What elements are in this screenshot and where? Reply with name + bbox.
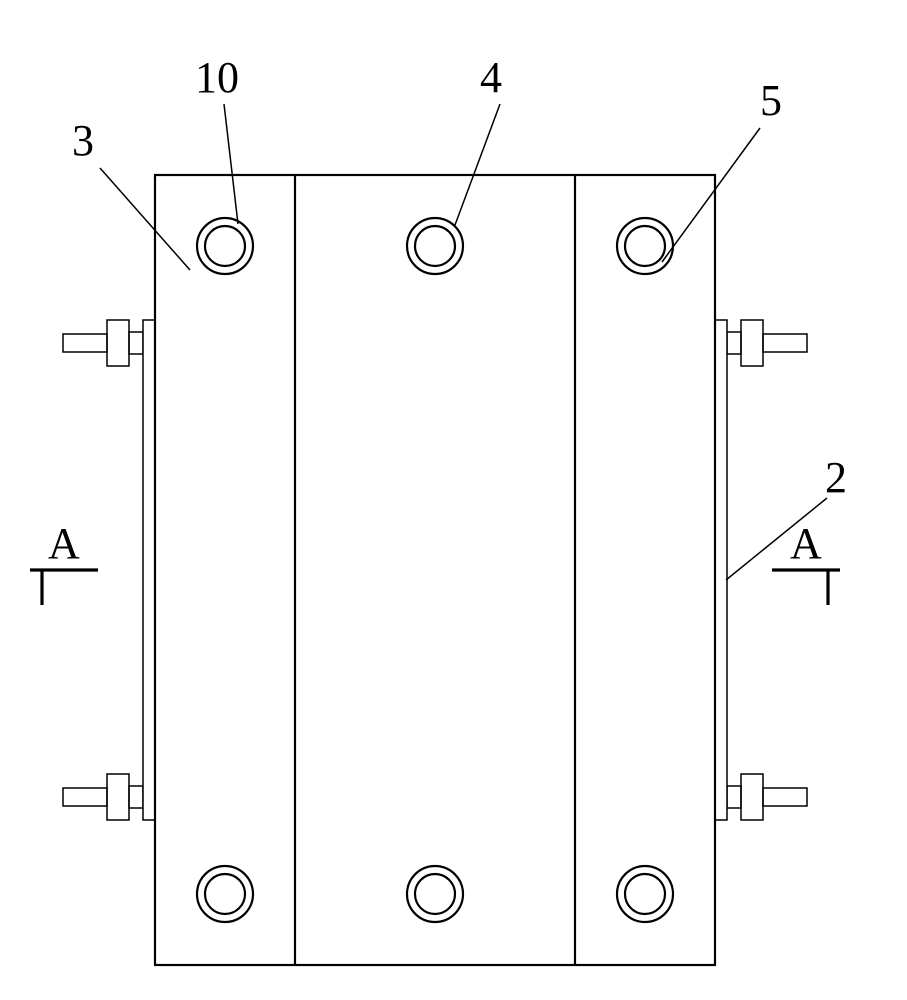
svg-text:A: A	[48, 519, 80, 568]
svg-text:4: 4	[480, 53, 502, 102]
svg-text:2: 2	[825, 453, 847, 502]
svg-text:3: 3	[72, 116, 94, 165]
svg-text:A: A	[790, 519, 822, 568]
svg-text:5: 5	[760, 76, 782, 125]
svg-text:10: 10	[195, 53, 239, 102]
